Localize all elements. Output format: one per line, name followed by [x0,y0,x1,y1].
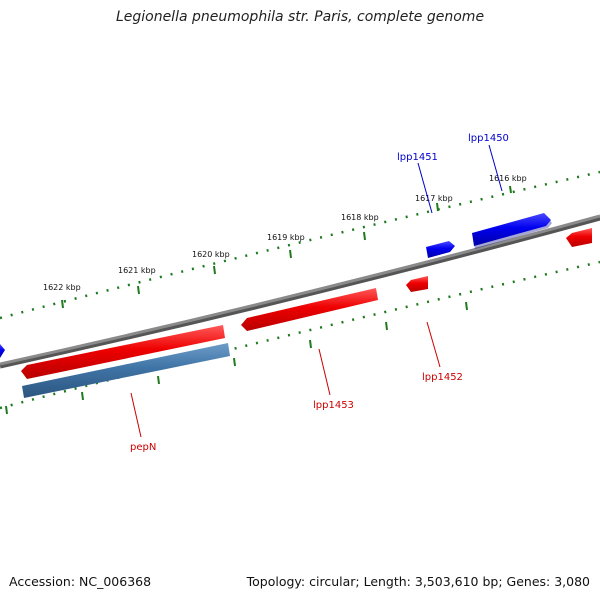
tick-label-1617: 1617 kbp [415,194,453,203]
gene-rna-steel[interactable] [22,343,230,398]
inner-major-ticks [5,301,468,415]
major-ticks [61,185,512,309]
gene-lpp1453[interactable] [241,288,378,331]
gene-left-edge-forward[interactable] [0,344,5,358]
tick-label-1620: 1620 kbp [192,250,230,259]
gene-pepN[interactable] [21,325,225,379]
tick-label-1616: 1616 kbp [489,174,527,183]
map-title: Legionella pneumophila str. Paris, compl… [115,9,485,25]
accession-label: Accession: NC_006368 [9,574,152,589]
outer-tick-ring [0,170,600,320]
gene-label-lpp1453: lpp1453 [313,400,354,411]
gene-right-edge-reverse[interactable] [566,228,592,247]
gene-label-lpp1450: lpp1450 [468,133,509,144]
tick-label-1621: 1621 kbp [118,266,156,275]
gene-lpp1452[interactable] [406,276,428,292]
tick-label-1619: 1619 kbp [267,233,305,242]
gene-label-lpp1452: lpp1452 [422,372,463,383]
genome-backbone-shadow [0,215,600,369]
genome-summary-label: Topology: circular; Length: 3,503,610 bp… [246,574,590,589]
tick-label-1618: 1618 kbp [341,213,379,222]
tick-labels: 1616 kbp 1617 kbp 1618 kbp 1619 kbp 1620… [43,174,527,292]
tick-label-1622: 1622 kbp [43,283,81,292]
gene-lpp1450[interactable] [472,213,552,249]
gene-label-pepN: pepN [130,442,156,453]
gene-label-leaders [130,144,503,438]
inner-tick-ring [0,260,600,410]
gene-lpp1451[interactable] [426,241,455,258]
genome-backbone [0,214,600,366]
gene-label-lpp1451: lpp1451 [397,152,438,163]
